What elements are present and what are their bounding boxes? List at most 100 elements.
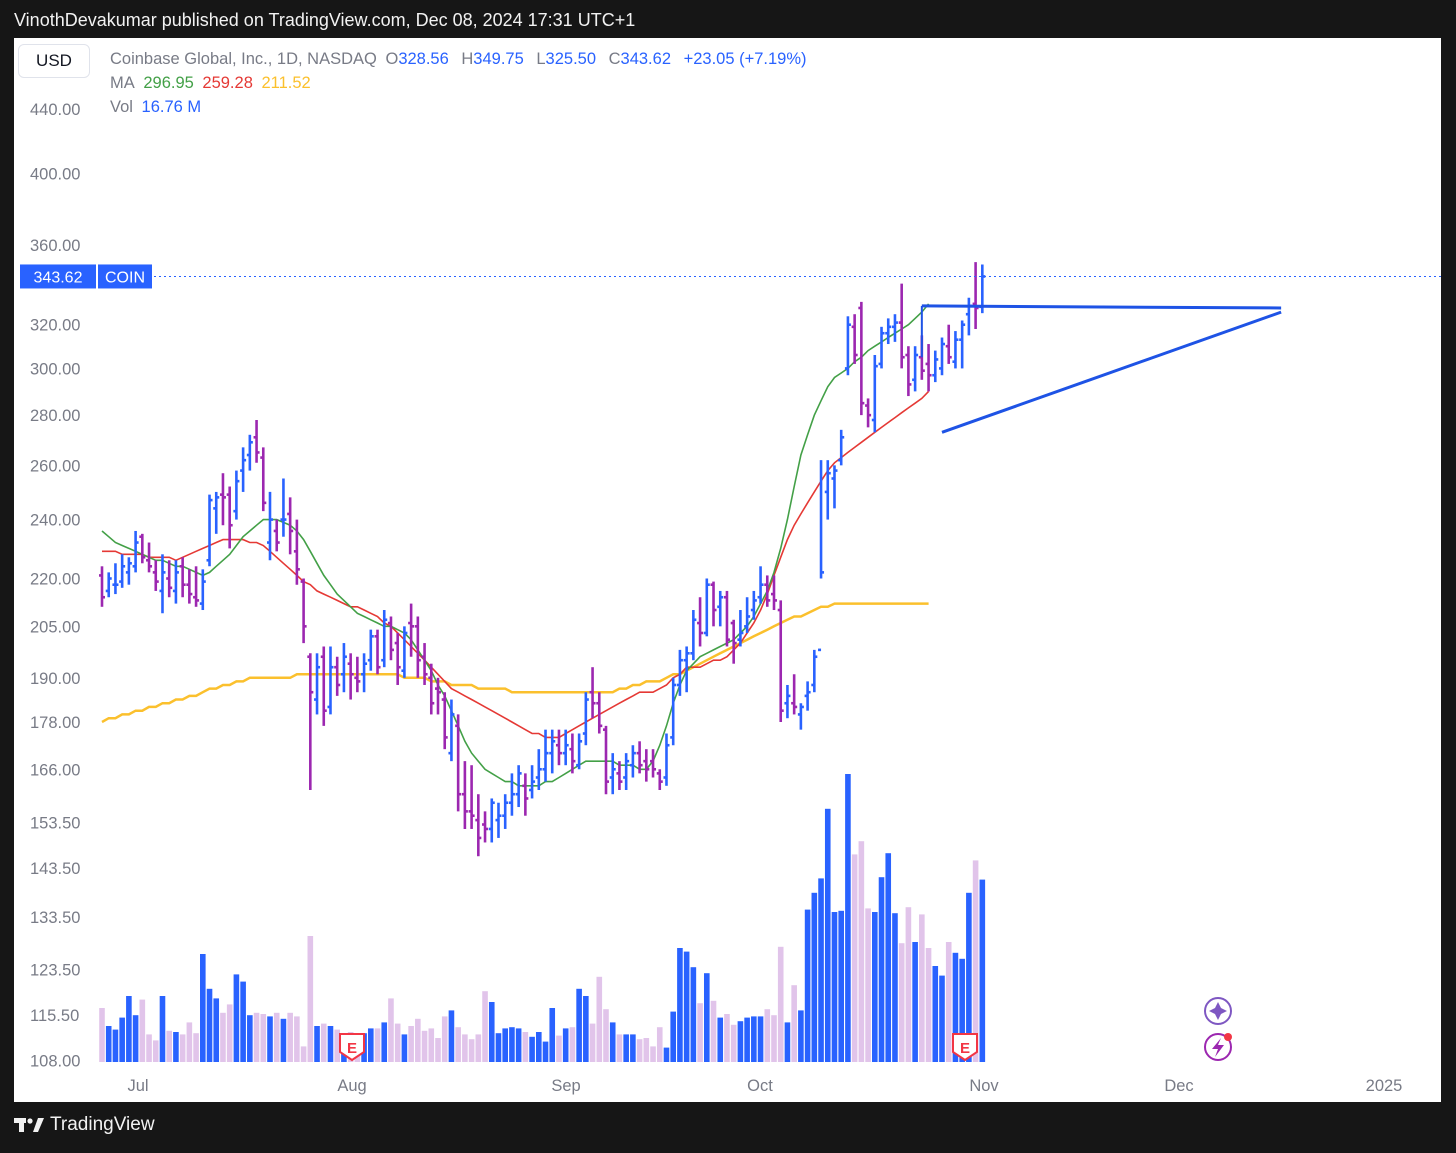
volume-bar: [979, 879, 986, 1062]
volume-bar: [751, 1016, 757, 1062]
volume-bar: [925, 948, 932, 1062]
ohlc-bar: [495, 802, 502, 838]
volume-bar: [253, 1012, 260, 1062]
volume-bar: [596, 976, 603, 1062]
tradingview-logo-icon: [14, 1118, 44, 1132]
ohlc-bar: [448, 699, 455, 762]
volume-bar: [898, 943, 905, 1062]
volume-bar: [522, 1032, 529, 1062]
earnings-label: E: [960, 1040, 970, 1057]
ohlc-bar: [710, 581, 717, 627]
y-tick-label: 300.00: [30, 360, 80, 378]
volume-bar: [623, 1034, 629, 1062]
ohlc-bar: [589, 667, 596, 719]
lightning-icon-bolt: [1212, 1038, 1224, 1057]
ohlc-bar: [334, 656, 341, 696]
volume-bar: [912, 942, 918, 1062]
volume-bar: [771, 1015, 777, 1062]
ohlc-bar: [824, 460, 831, 520]
ohlc-bar: [515, 765, 522, 808]
ohlc-bar: [347, 653, 354, 700]
volume-bar: [401, 1034, 408, 1062]
ma-fast-value: 296.95: [143, 74, 194, 92]
earnings-label: E: [347, 1040, 357, 1057]
volume-bar: [569, 1027, 576, 1062]
volume-bar: [576, 988, 582, 1062]
volume-bar: [179, 1034, 186, 1062]
volume-bar: [697, 1003, 703, 1062]
volume-bar: [892, 913, 898, 1062]
ohlc-bar: [757, 566, 764, 604]
volume-bar: [717, 1017, 724, 1062]
y-tick-label: 153.50: [30, 814, 80, 832]
ma-slow-value: 211.52: [261, 74, 311, 92]
y-tick-label: 260.00: [30, 457, 80, 475]
ohlc-bar: [300, 578, 307, 644]
volume-bar: [105, 1026, 112, 1062]
ohlc-bar: [562, 729, 569, 766]
y-tick-label: 115.50: [30, 1007, 79, 1025]
x-tick-label: Nov: [969, 1077, 999, 1095]
ohlc-bar: [112, 563, 119, 595]
ohlc-bar: [764, 575, 771, 607]
price-chart[interactable]: 440.00 400.00 360.00 320.00 300.00 280.00 260.…: [14, 38, 1441, 1102]
ohlc-bar: [965, 297, 972, 336]
ohlc-bar: [683, 646, 690, 693]
volume-bar: [583, 996, 589, 1062]
trendline-support: [941, 310, 1282, 434]
volume-bar: [448, 1010, 455, 1062]
volume-bar: [509, 1027, 515, 1062]
high-label: H: [461, 50, 474, 68]
volume-bar: [152, 1040, 159, 1062]
ohlc-bar: [865, 398, 872, 428]
currency-button[interactable]: USD: [18, 44, 90, 78]
ohlc-bar: [851, 314, 858, 364]
ohlc-bar: [750, 590, 757, 620]
ohlc-bar: [596, 692, 603, 734]
volume-bar: [468, 1039, 475, 1062]
tradingview-brand: TradingView: [50, 1114, 155, 1135]
volume-bar: [220, 1012, 226, 1062]
ohlc-bar: [777, 600, 784, 722]
ohlc-bar: [213, 491, 220, 534]
ohlc-bar: [488, 798, 495, 843]
volume-bar: [872, 912, 878, 1062]
volume-bar: [656, 1027, 663, 1062]
ohlc-bar: [656, 769, 663, 790]
volume-bar: [381, 1022, 388, 1062]
ohlc-bar: [166, 560, 173, 598]
volume-bar: [428, 1028, 435, 1062]
volume-bar: [334, 1029, 340, 1062]
volume-bar: [240, 981, 246, 1062]
ohlc-bar: [273, 519, 280, 552]
ohlc-bar: [629, 745, 636, 778]
ohlc-bar: [179, 557, 186, 598]
symbol-label: Coinbase Global, Inc., 1D, NASDAQ: [110, 50, 377, 68]
ohlc-bar: [233, 470, 240, 520]
ohlc-bar: [945, 324, 952, 364]
volume-bar: [206, 988, 213, 1062]
ohlc-bar: [643, 749, 650, 782]
volume-bar: [542, 1041, 549, 1062]
volume-bar: [475, 1034, 482, 1062]
volume-bar: [945, 942, 952, 1062]
volume-bar: [139, 999, 146, 1062]
volume-bar: [287, 1012, 293, 1062]
volume-bar: [730, 1024, 737, 1062]
ohlc-bar: [878, 326, 885, 369]
ohlc-bar: [125, 557, 132, 585]
volume-bar: [132, 1015, 139, 1062]
chart-frame[interactable]: 440.00 400.00 360.00 320.00 300.00 280.00 260.…: [14, 38, 1441, 1102]
ohlc-bar: [394, 632, 401, 685]
volume-bar: [515, 1028, 522, 1062]
volume-bar: [959, 958, 965, 1062]
volume-bar: [824, 808, 831, 1062]
volume-bar: [549, 1008, 556, 1062]
tradingview-footer[interactable]: TradingView: [14, 1114, 155, 1136]
ohlc-bar: [959, 320, 966, 369]
ohlc-bar: [193, 566, 200, 607]
volume-bar: [818, 878, 824, 1062]
ohlc-bar: [206, 494, 213, 567]
ohlc-bar: [260, 447, 267, 512]
ohlc-bar: [885, 318, 892, 345]
